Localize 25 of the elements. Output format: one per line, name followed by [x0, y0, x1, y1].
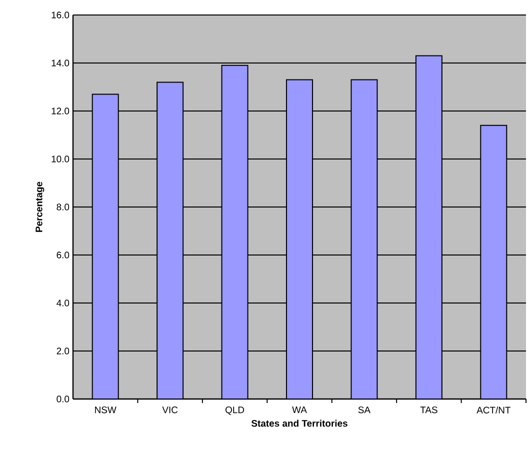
y-tick-label: 0.0	[56, 396, 70, 402]
x-tick-label: VIC	[162, 406, 178, 414]
y-tick-label: 14.0	[52, 60, 70, 66]
x-tick-label: WA	[292, 406, 307, 414]
y-axis-title: Percentage	[36, 182, 44, 232]
x-tick-label: QLD	[226, 406, 244, 415]
x-tick-label: SA	[358, 406, 371, 414]
y-tick-label: 10.0	[52, 156, 70, 162]
y-tick-label: 2.0	[56, 348, 70, 354]
x-tick-label: NSW	[95, 406, 116, 414]
bar	[350, 79, 378, 399]
x-tick-label: ACT/NT	[476, 406, 511, 414]
x-tick-label: TAS	[420, 406, 438, 414]
bar	[480, 124, 508, 399]
y-tick-label: 12.0	[52, 108, 70, 114]
bar	[156, 82, 184, 399]
y-tick-label: 16.0	[52, 12, 70, 18]
x-axis-title: States and Territories	[251, 420, 348, 427]
y-tick-label: 6.0	[56, 252, 70, 258]
bar	[286, 79, 314, 399]
y-tick-label: 8.0	[56, 204, 70, 210]
bar	[415, 55, 442, 399]
bar	[92, 94, 119, 399]
bar	[221, 64, 248, 399]
y-tick-label: 4.0	[56, 300, 70, 306]
